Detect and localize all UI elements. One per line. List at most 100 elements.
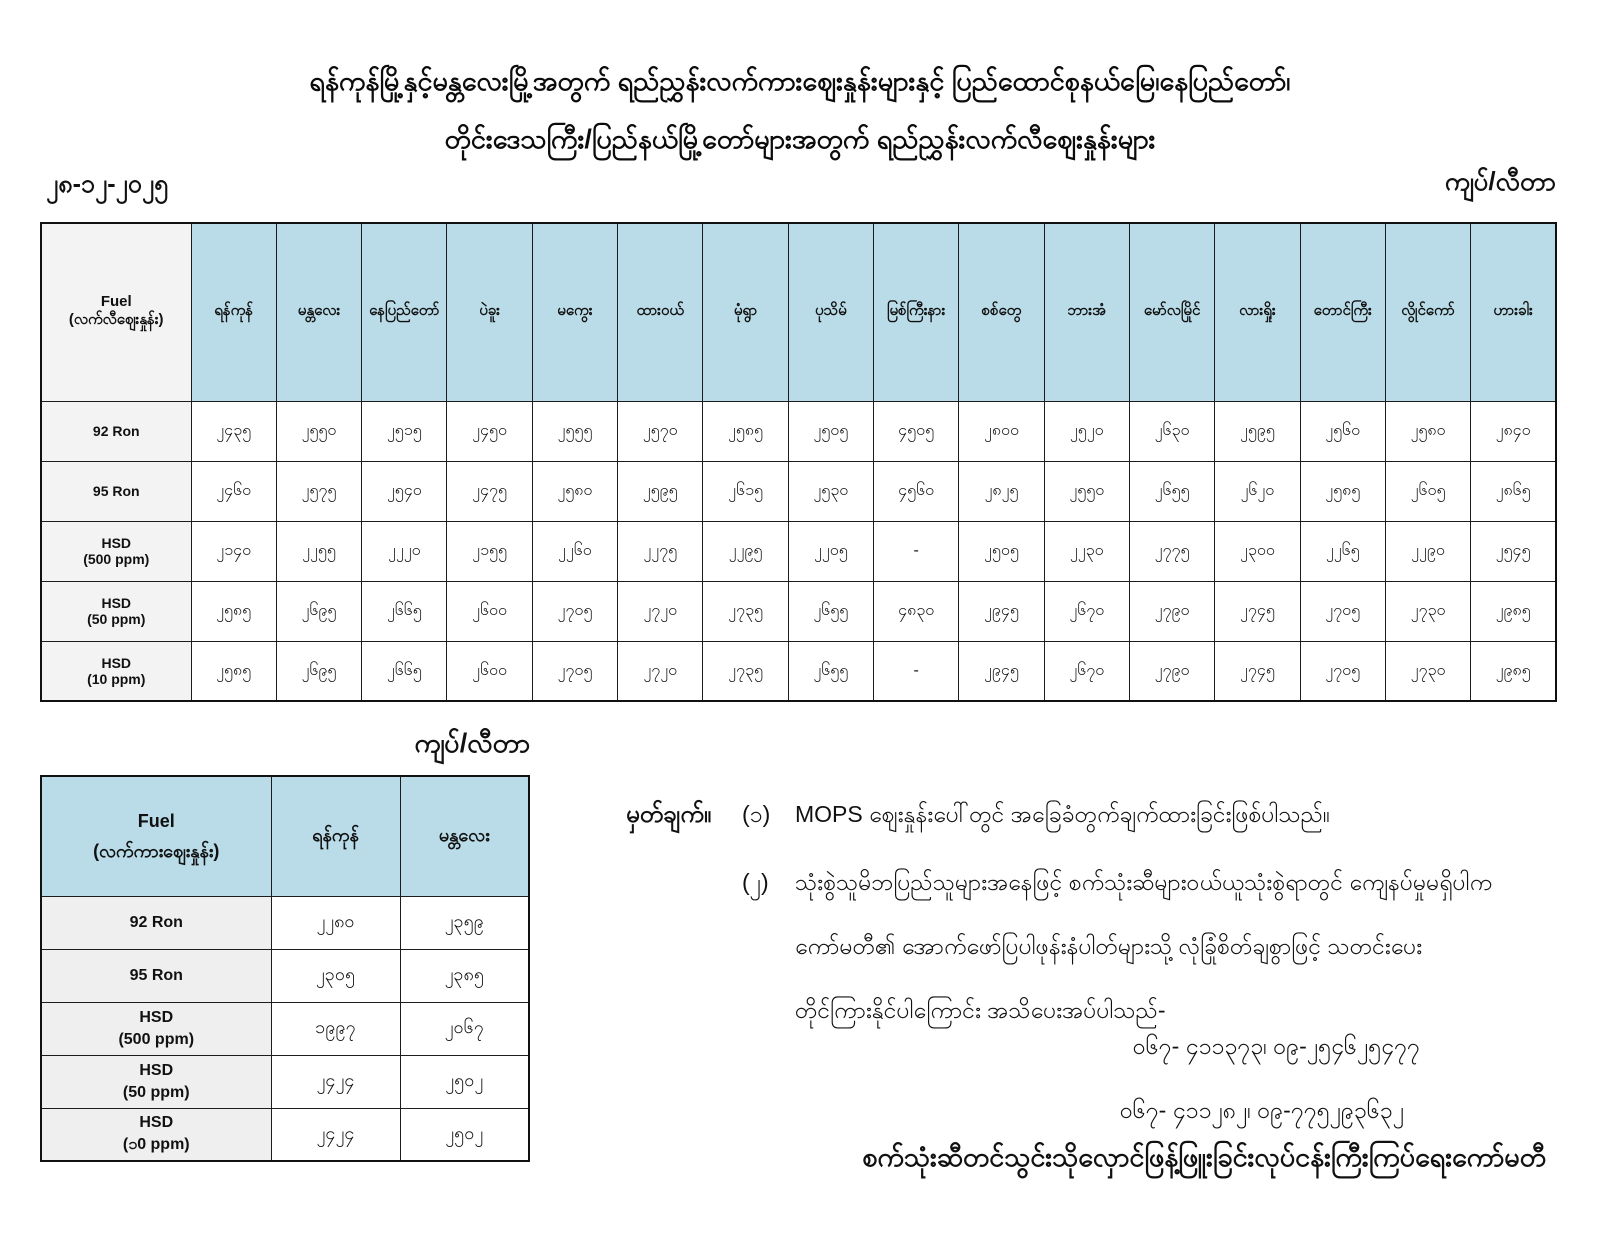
unit-label-wholesale: ကျပ်/လီတာ [414,728,530,758]
price-cell: ၁၉၉၇ [270,1001,401,1056]
price-cell: ၂၆၃၀ [1128,400,1216,462]
price-row: 95 Ron ၂၃၀၅ ၂၃၈၅ [40,948,530,1003]
wholesale-price-table: Fuel (လက်ကားဈေးနှုန်း) ရန်ကုန် မန္တလေး 92 Ro… [40,775,530,1162]
note-2-number: (၂) [742,869,769,895]
unit-label-retail: ကျပ်/လီတာ [1444,166,1556,196]
fuel-header-line1: Fuel [137,811,175,832]
fuel-row-label: HSD (50 ppm) [40,1054,272,1109]
city-header: ပဲခူး [446,222,533,402]
fuel-row-label-line2: (50 ppm) [87,611,146,627]
fuel-row-label-line2: (500 ppm) [118,1030,195,1048]
price-cell: ၂၆၇၀ [1043,580,1130,642]
price-row: HSD (500 ppm) ၂၁၄၀ ၂၂၅၅ ၂၂၂၀ ၂၁၅၅ ၂၂၆၀ ၂၂၇၅ ၂၂၉၅… [40,520,1557,582]
price-row: HSD (50 ppm) ၂၅၈၅ ၂၆၉၅ ၂၆၆၅ ၂၆၀၀ ၂၇၀၅ ၂၇၂၀ ၂၇၃၅၂… [40,580,1557,642]
city-header: နေပြည်တော် [361,222,448,402]
price-cell: ၂၅၀၅ [958,520,1045,582]
note-1-text: MOPS ဈေးနှုန်းပေါ်တွင် အခြေခံတွက်ချက်ထား… [795,801,1330,827]
price-cell: ၂၃၅၉ [399,895,530,950]
price-cell: ၂၇၄၅ [1214,580,1301,642]
fuel-row-label-line1: HSD [139,1114,174,1132]
price-cell: ၂၆၀၀ [446,640,533,702]
price-cell: ၂၆၆၅ [361,580,448,642]
price-cell: ၂၈၄၀ [1470,400,1557,462]
price-cell: ၂၂၈၀ [270,895,401,950]
fuel-row-label: HSD (500 ppm) [40,1001,272,1056]
city-header: ပုသိမ် [787,222,875,402]
city-header: ရန်ကုန် [270,775,401,897]
price-cell: ၂၉၄၅ [958,580,1045,642]
fuel-column-header: Fuel (လက်လီဈေးနှုန်း) [40,222,192,402]
price-cell: ၂၅၀၂ [399,1107,530,1162]
city-header: မုံရွာ [702,222,789,402]
price-cell: ၂၅၇၅ [275,460,363,522]
notes-heading: မှတ်ချက်။ [626,801,712,828]
price-cell: ၂၇၉၀ [1128,640,1216,702]
price-cell: ၂၇၂၀ [617,580,704,642]
city-header: လားရှိုး [1214,222,1301,402]
price-cell: ၂၅၉၅ [1214,400,1301,462]
price-cell: ၂၇၀၅ [1299,640,1386,702]
price-cell: ၂၂၆၅ [1299,520,1386,582]
price-cell: ၂၂၀၅ [787,520,875,582]
price-cell: ၂၄၂၄ [270,1107,401,1162]
price-cell: ၂၃၀၀ [1214,520,1301,582]
fuel-row-label: 92 Ron [40,400,192,462]
city-header: မကွေး [531,222,619,402]
wholesale-price-table-wrap: Fuel (လက်ကားဈေးနှုန်း) ရန်ကုန် မန္တလေး 92 Ro… [40,775,530,1162]
price-row: 95 Ron ၂၄၆၀ ၂၅၇၅ ၂၅၄၀ ၂၄၇၅ ၂၅၈၀ ၂၅၉၅ ၂၆၁၅ ၂၅၃၀ ၄၅… [40,460,1557,522]
fuel-row-label-line1: HSD [101,535,132,551]
fuel-row-label-line2: (500 ppm) [83,551,150,567]
note-1-number: (၁) [742,801,771,827]
price-cell: ၂၅၂၀ [1043,400,1130,462]
price-cell: ၂၂၆၀ [531,520,619,582]
fuel-row-label-line1: 92 Ron [92,423,140,439]
city-header: စစ်တွေ [958,222,1045,402]
price-cell: ၂၅၀၂ [399,1054,530,1109]
price-cell: ၂၄၅၀ [446,400,533,462]
fuel-row-label-line1: 92 Ron [129,913,183,931]
price-cell: ၂၆၅၅ [787,580,875,642]
fuel-row-label: 95 Ron [40,460,192,522]
price-cell: ၂၂၉၀ [1384,520,1472,582]
price-cell: ၂၇၂၀ [617,640,704,702]
price-cell: ၂၃၈၅ [399,948,530,1003]
price-cell: ၂၇၃၅ [702,580,789,642]
price-cell: ၂၂၅၅ [275,520,363,582]
price-cell: ၂၅၈၅ [190,640,277,702]
price-cell: ၂၉၈၅ [1470,580,1557,642]
price-row: HSD (10 ppm) ၂၅၈၅ ၂၆၉၅ ၂၆၆၅ ၂၆၀၀ ၂၇၀၅ ၂၇၂၀ ၂၇၃၅၂… [40,640,1557,702]
price-cell: - [872,520,960,582]
city-header: မြစ်ကြီးနား [872,222,960,402]
fuel-row-label: HSD (500 ppm) [40,520,192,582]
fuel-row-label: 92 Ron [40,895,272,950]
price-cell: ၂၅၅၀ [1043,460,1130,522]
price-cell: ၂၆၂၀ [1214,460,1301,522]
price-cell: ၂၅၅၅ [531,400,619,462]
city-header: ဟားခါး [1470,222,1557,402]
title-line-1: ရန်ကုန်မြို့နှင့်မန္တလေးမြို့အတွက် ရည်ညွ… [309,66,1291,96]
price-cell: ၂၇၀၅ [531,580,619,642]
price-cell: ၂၈၀၀ [958,400,1045,462]
price-cell: ၂၂၃၀ [1043,520,1130,582]
title-line-2: တိုင်းဒေသကြီး/ပြည်နယ်မြို့တော်များအတွက် … [444,124,1156,154]
price-cell: ၂၈၆၅ [1470,460,1557,522]
price-cell: ၂၆၉၅ [275,580,363,642]
city-header: မန္တလေး [399,775,530,897]
fuel-row-label: HSD (10 ppm) [40,640,192,702]
price-cell: ၂၅၈၅ [702,400,789,462]
city-header: လွိုင်ကော် [1384,222,1472,402]
report-date: ၂၈-၁၂-၂၀၂၅ [46,170,169,198]
fuel-row-label-line1: HSD [139,1061,174,1079]
price-cell: - [872,640,960,702]
contact-phone-1: ၀၆၇- ၄၁၁၃၇၃၊ ၀၉-၂၅၄၆၂၅၄၇၇ [1132,1033,1420,1059]
price-cell: ၂၇၇၅ [1128,520,1216,582]
fuel-row-label: HSD (50 ppm) [40,580,192,642]
price-cell: ၂၆၁၅ [702,460,789,522]
price-cell: ၂၆၇၀ [1043,640,1130,702]
price-cell: ၂၆၀၀ [446,580,533,642]
city-header: တောင်ကြီး [1299,222,1386,402]
price-cell: ၂၇၀၅ [531,640,619,702]
city-header: ဘားအံ [1043,222,1130,402]
price-cell: ၂၀၆၇ [399,1001,530,1056]
contact-phone-2: ၀၆၇- ၄၁၁၂၈၂၊ ၀၉-၇၇၅၂၉၃၆၃၂ [1119,1097,1404,1123]
